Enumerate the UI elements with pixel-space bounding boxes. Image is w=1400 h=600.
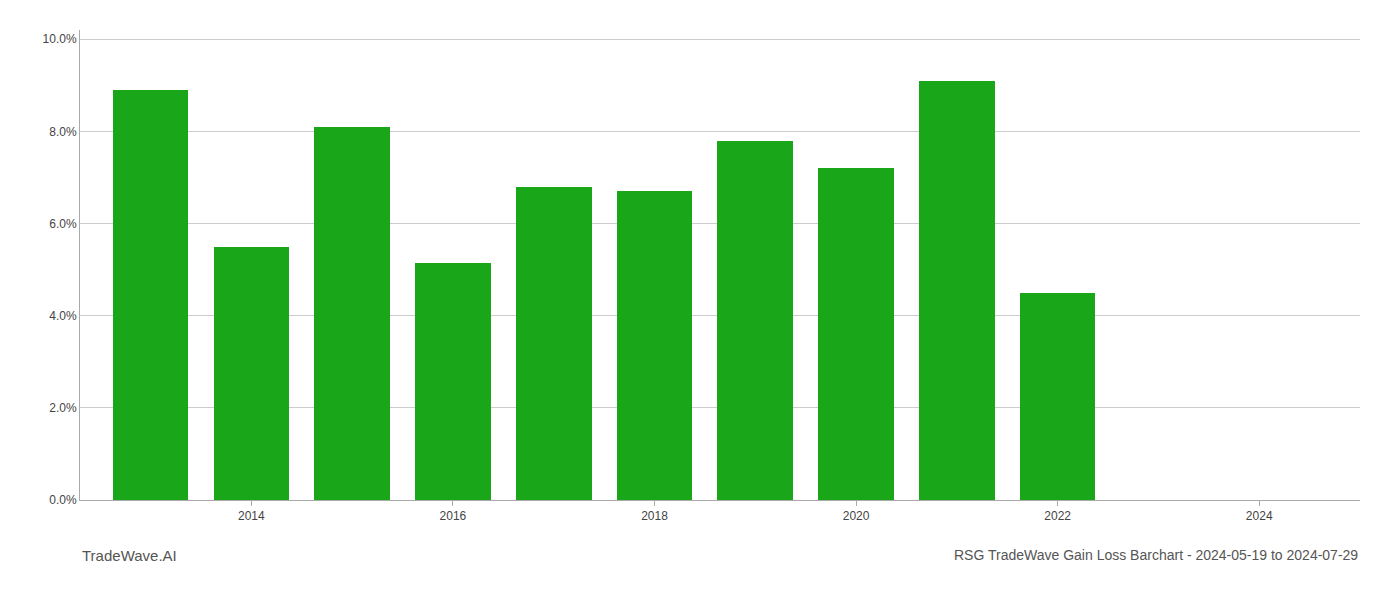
svg-text:2024: 2024	[1246, 509, 1273, 523]
svg-text:2022: 2022	[1044, 509, 1071, 523]
svg-text:2014: 2014	[238, 509, 265, 523]
svg-text:8.0%: 8.0%	[49, 125, 77, 139]
svg-text:RSG TradeWave Gain Loss Barcha: RSG TradeWave Gain Loss Barchart - 2024-…	[954, 547, 1358, 563]
svg-text:2.0%: 2.0%	[49, 401, 77, 415]
svg-text:2016: 2016	[440, 509, 467, 523]
svg-text:0.0%: 0.0%	[49, 493, 77, 507]
svg-text:4.0%: 4.0%	[49, 309, 77, 323]
svg-text:10.0%: 10.0%	[43, 32, 77, 46]
svg-text:TradeWave.AI: TradeWave.AI	[82, 547, 177, 564]
svg-text:2018: 2018	[641, 509, 668, 523]
svg-text:2020: 2020	[843, 509, 870, 523]
svg-text:6.0%: 6.0%	[49, 217, 77, 231]
